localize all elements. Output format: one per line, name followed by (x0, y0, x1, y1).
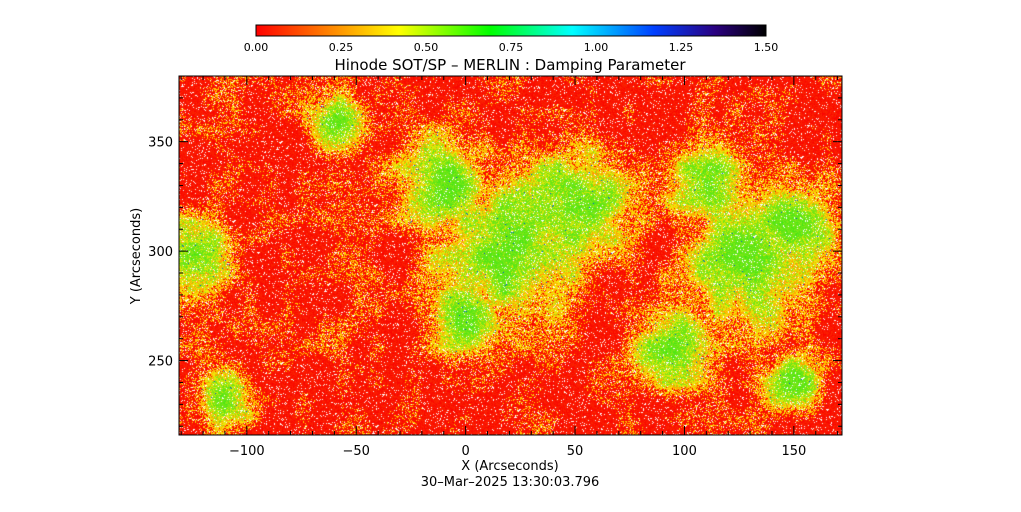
x-tick-label: −100 (229, 444, 265, 459)
colorbar-tick-label: 1.25 (669, 41, 694, 54)
heatmap-area (179, 76, 842, 435)
x-tick-label: 100 (672, 444, 697, 459)
footer-timestamp: 30–Mar–2025 13:30:03.796 (421, 475, 600, 490)
colorbar-tick-label: 0.25 (329, 41, 354, 54)
y-axis-label: Y (Arcseconds) (129, 208, 144, 305)
colorbar (255, 24, 767, 37)
chart-title: Hinode SOT/SP – MERLIN : Damping Paramet… (334, 56, 686, 74)
y-tick-label: 250 (148, 355, 173, 370)
x-tick-label: 0 (462, 444, 470, 459)
x-tick-label: 50 (567, 444, 584, 459)
x-tick-label: −50 (343, 444, 370, 459)
y-tick-label: 300 (148, 245, 173, 260)
y-tick-label: 350 (148, 136, 173, 151)
plot-frame (178, 75, 843, 436)
colorbar-tick-label: 0.75 (499, 41, 524, 54)
x-axis-label: X (Arcseconds) (461, 459, 558, 474)
colorbar-tick-label: 0.50 (414, 41, 439, 54)
colorbar-ticks: 0.00 0.25 0.50 0.75 1.00 1.25 1.50 (244, 41, 779, 54)
x-tick-label: 150 (781, 444, 806, 459)
axes: −100 −50 0 50 100 150 250 300 350 (148, 75, 842, 459)
colorbar-tick-label: 0.00 (244, 41, 269, 54)
colorbar-tick-label: 1.00 (584, 41, 609, 54)
colorbar-tick-label: 1.50 (754, 41, 779, 54)
